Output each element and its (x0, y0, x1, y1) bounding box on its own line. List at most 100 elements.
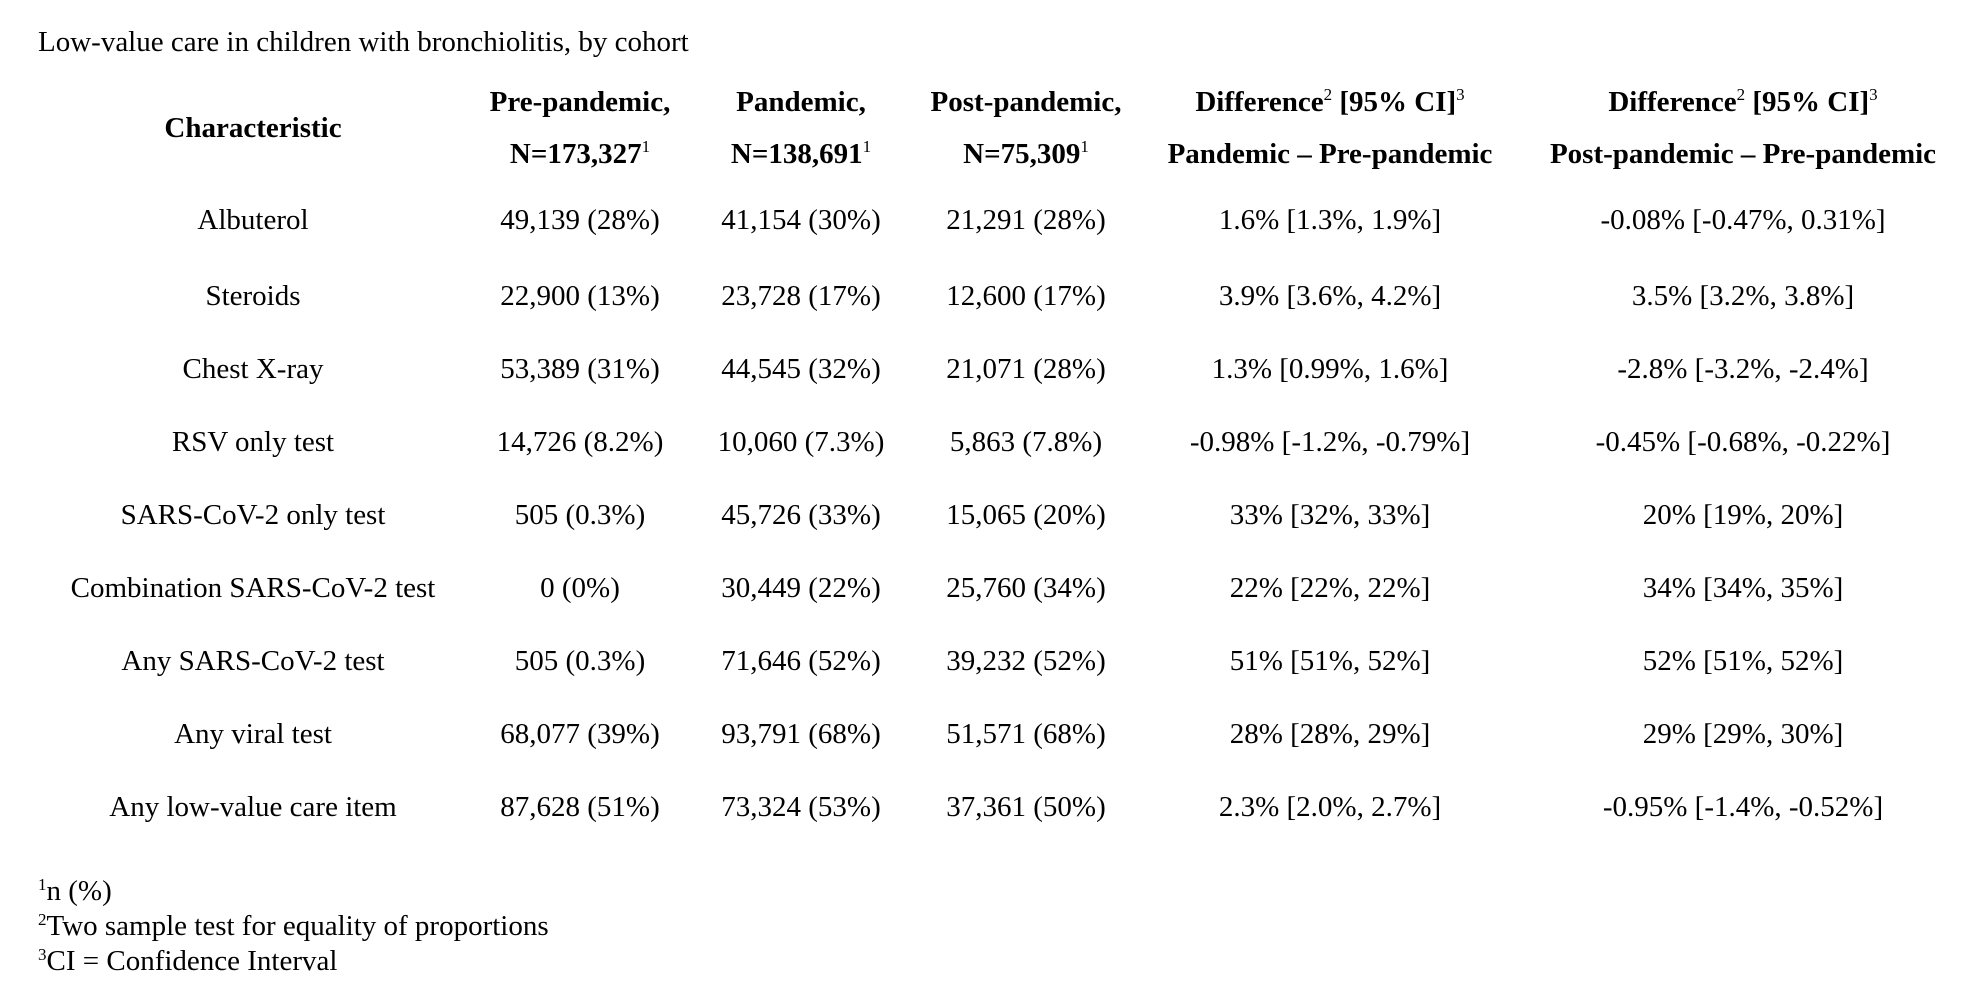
header-pandemic-line1: Pandemic, (736, 86, 866, 118)
header-post-pandemic-n: N=75,309 (963, 138, 1081, 170)
header-post-pandemic-line2: N=75,3091 (914, 128, 1138, 180)
table-row: Any viral test 68,077 (39%) 93,791 (68%) 51… (38, 698, 1968, 771)
cell-post-pandemic: 5,863 (7.8%) (949, 426, 1103, 458)
cell-post-pandemic: 39,232 (52%) (946, 645, 1106, 677)
header-diff-post-line2: Post-pandemic – Pre-pandemic (1549, 138, 1937, 170)
cell-pandemic: 30,449 (22%) (721, 572, 881, 604)
footnote-marker: 3 (1456, 85, 1465, 104)
cell-characteristic: Chest X-ray (182, 353, 324, 385)
cell-post-pandemic: 21,291 (28%) (946, 203, 1106, 236)
cell-diff-post: 52% [51%, 52%] (1642, 645, 1844, 677)
cell-pre-pandemic: 87,628 (51%) (500, 791, 660, 823)
cell-diff-pandemic: 22% [22%, 22%] (1229, 572, 1431, 604)
footnote: 1n (%) (38, 874, 549, 909)
table-row: Any SARS-CoV-2 test 505 (0.3%) 71,646 (52%… (38, 625, 1968, 698)
table-row: Combination SARS-CoV-2 test 0 (0%) 30,449 … (38, 552, 1968, 625)
table-row: Any low-value care item 87,628 (51%) 73,32… (38, 771, 1968, 844)
cell-pre-pandemic: 22,900 (13%) (500, 280, 660, 312)
cell-diff-pandemic: 1.6% [1.3%, 1.9%] (1218, 203, 1442, 236)
footnote-text: CI = Confidence Interval (46, 945, 338, 977)
footnote-marker: 1 (641, 137, 651, 156)
cell-diff-post: 20% [19%, 20%] (1642, 499, 1844, 531)
cell-diff-pandemic: 2.3% [2.0%, 2.7%] (1218, 791, 1442, 823)
header-diff-pandemic: Difference2 [95% CI]3 Pandemic – Pre-pan… (1142, 76, 1518, 180)
cell-diff-post: 3.5% [3.2%, 3.8%] (1631, 280, 1855, 312)
cell-characteristic: Any viral test (174, 718, 332, 750)
footnote-marker: 2 (1323, 85, 1333, 104)
cell-pandemic: 93,791 (68%) (721, 718, 881, 750)
cell-characteristic: RSV only test (171, 426, 335, 458)
cell-diff-pandemic: 3.9% [3.6%, 4.2%] (1218, 280, 1442, 312)
header-pre-pandemic: Pre-pandemic, N=173,3271 (468, 76, 692, 180)
footnote-marker: 3 (38, 945, 47, 964)
cell-diff-pandemic: 28% [28%, 29%] (1229, 718, 1431, 750)
cell-diff-post: 34% [34%, 35%] (1642, 572, 1844, 604)
header-pandemic-n: N=138,691 (730, 138, 863, 170)
header-pre-pandemic-n: N=173,327 (509, 138, 642, 170)
table-row: Chest X-ray 53,389 (31%) 44,545 (32%) 21,07… (38, 333, 1968, 406)
cell-post-pandemic: 37,361 (50%) (946, 791, 1106, 823)
cell-diff-pandemic: 51% [51%, 52%] (1229, 645, 1431, 677)
header-pandemic: Pandemic, N=138,6911 (692, 76, 910, 180)
table-body: Albuterol 49,139 (28%) 41,154 (30%) 21,291 … (38, 180, 1968, 844)
cell-pandemic: 41,154 (30%) (721, 203, 881, 236)
cell-characteristic: Albuterol (197, 203, 309, 236)
footnote-marker: 3 (1869, 85, 1878, 104)
cell-post-pandemic: 15,065 (20%) (946, 499, 1106, 531)
footnote: 2Two sample test for equality of proport… (38, 909, 549, 944)
footnote-text: n (%) (46, 875, 112, 907)
cell-pre-pandemic: 14,726 (8.2%) (496, 426, 664, 458)
table-row: Steroids 22,900 (13%) 23,728 (17%) 12,600 (… (38, 260, 1968, 333)
cell-pre-pandemic: 68,077 (39%) (500, 718, 660, 750)
footnote-text: Two sample test for equality of proporti… (46, 910, 549, 942)
header-diff-label: Difference (1608, 86, 1737, 118)
header-pandemic-line2: N=138,6911 (696, 128, 906, 180)
footnote-marker: 1 (862, 137, 872, 156)
cell-diff-pandemic: 1.3% [0.99%, 1.6%] (1211, 353, 1449, 385)
cell-diff-post: -0.08% [-0.47%, 0.31%] (1600, 203, 1886, 236)
cell-pandemic: 45,726 (33%) (721, 499, 881, 531)
cell-pre-pandemic: 505 (0.3%) (514, 499, 646, 531)
results-table: Characteristic Pre-pandemic, N=173,3271 … (38, 76, 1968, 844)
cell-pandemic: 71,646 (52%) (721, 645, 881, 677)
footnote-marker: 1 (1080, 137, 1089, 156)
cell-pandemic: 10,060 (7.3%) (717, 426, 885, 458)
header-ci-label: [95% CI] (1745, 86, 1870, 118)
header-post-pandemic: Post-pandemic, N=75,3091 (910, 76, 1142, 180)
cell-pre-pandemic: 0 (0%) (540, 572, 620, 604)
footnote: 3CI = Confidence Interval (38, 944, 549, 979)
footnotes: 1n (%) 2Two sample test for equality of p… (38, 874, 549, 979)
footnote-marker: 2 (38, 910, 47, 929)
header-diff-label: Difference (1195, 86, 1324, 118)
cell-pandemic: 44,545 (32%) (721, 353, 881, 385)
cell-pandemic: 23,728 (17%) (721, 280, 881, 312)
cell-diff-pandemic: 33% [32%, 33%] (1229, 499, 1431, 531)
cell-characteristic: Any SARS-CoV-2 test (121, 645, 385, 677)
footnote-marker: 1 (38, 875, 47, 894)
cell-pandemic: 73,324 (53%) (721, 791, 881, 823)
cell-characteristic: Combination SARS-CoV-2 test (70, 572, 436, 604)
cell-post-pandemic: 51,571 (68%) (946, 718, 1106, 750)
table-row: Albuterol 49,139 (28%) 41,154 (30%) 21,291 … (38, 180, 1968, 260)
header-diff-pandemic-line1: Difference2 [95% CI]3 (1146, 76, 1514, 128)
footnote-marker: 2 (1736, 85, 1746, 104)
cell-pre-pandemic: 505 (0.3%) (514, 645, 646, 677)
cell-pre-pandemic: 53,389 (31%) (500, 353, 660, 385)
header-ci-label: [95% CI] (1332, 86, 1457, 118)
header-diff-post: Difference2 [95% CI]3 Post-pandemic – Pr… (1518, 76, 1968, 180)
table-row: RSV only test 14,726 (8.2%) 10,060 (7.3%) 5… (38, 406, 1968, 479)
cell-post-pandemic: 25,760 (34%) (946, 572, 1106, 604)
header-diff-pandemic-line2: Pandemic – Pre-pandemic (1167, 138, 1493, 170)
cell-pre-pandemic: 49,139 (28%) (500, 203, 660, 236)
header-diff-post-line1: Difference2 [95% CI]3 (1522, 76, 1964, 128)
cell-diff-post: -0.45% [-0.68%, -0.22%] (1595, 426, 1891, 458)
cell-characteristic: SARS-CoV-2 only test (120, 499, 386, 531)
header-post-pandemic-line1: Post-pandemic, (930, 86, 1122, 118)
header-pre-pandemic-line2: N=173,3271 (472, 128, 688, 180)
cell-diff-post: -0.95% [-1.4%, -0.52%] (1602, 791, 1884, 823)
table-row: SARS-CoV-2 only test 505 (0.3%) 45,726 (33… (38, 479, 1968, 552)
table-caption: Low-value care in children with bronchio… (38, 26, 689, 58)
cell-diff-post: 29% [29%, 30%] (1642, 718, 1844, 750)
cell-characteristic: Any low-value care item (109, 791, 397, 823)
cell-post-pandemic: 21,071 (28%) (946, 353, 1106, 385)
